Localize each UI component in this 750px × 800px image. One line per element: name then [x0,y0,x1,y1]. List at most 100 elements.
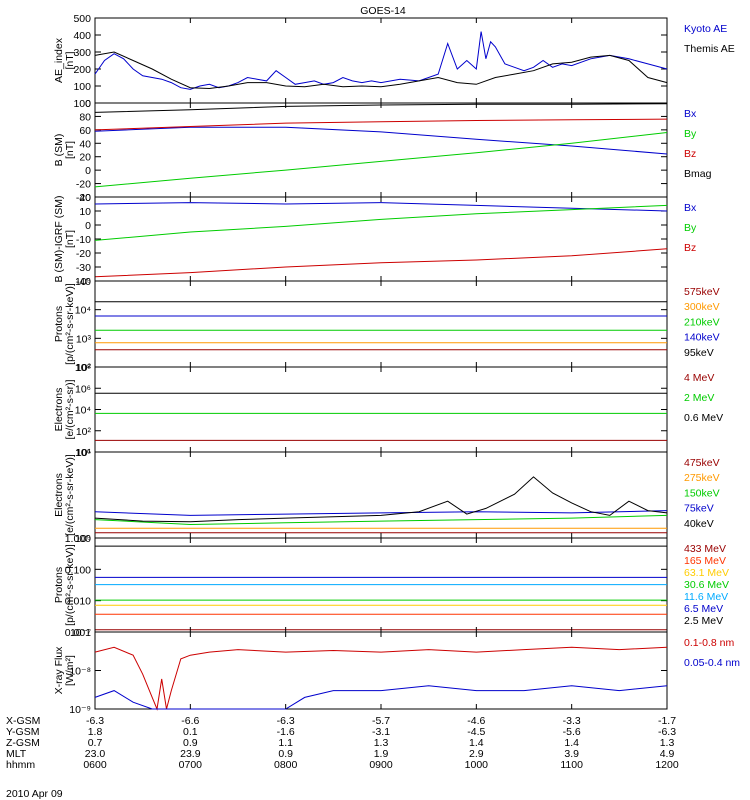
legend-entry: 2 MeV [684,392,714,404]
series-line-bz [94,118,668,131]
legend-entry: 2.5 MeV [684,615,723,627]
series-line-by [94,132,668,188]
footer-value: -6.6 [181,715,199,727]
footer-value: 1.3 [660,737,675,749]
footer-value: -4.6 [467,715,485,727]
y-tick-label: 500 [73,13,91,25]
y-axis-label: [nT] [64,51,76,69]
y-tick-label: -40 [76,276,91,288]
footer-value: 1.3 [374,737,389,749]
y-tick-label: 300 [73,47,91,59]
footer-value: -6.3 [277,715,295,727]
series-line-by [94,204,668,241]
legend-entry: 4 MeV [684,372,714,384]
y-tick-label: 0.100 [65,564,91,576]
y-tick-label: -20 [76,179,91,191]
series-line-150kev [94,514,668,526]
footer-value: 1.4 [564,737,579,749]
legend-entry: Bmag [684,168,712,180]
series-line-themis-ae [94,51,668,90]
y-tick-label: 0 [85,220,91,232]
footer-value: -6.3 [86,715,104,727]
panel-electrons_kev: 10⁵ 10⁶ Electrons [e/(cm²-s-sr-keV)] 475keV 2… [53,447,720,545]
panel-electrons_mev: 10¹ 10² 10⁴ 10⁶ 10⁸ Electrons [e/(cm²-s-sr)] 4 … [53,362,723,459]
y-tick-label: 0 [85,165,91,177]
y-tick-label: 10⁴ [75,405,91,417]
y-axis-label: Protons [53,306,65,342]
panel-frame [94,280,668,368]
panel-xray: 10⁻⁹ 10⁻⁸ 10⁻⁷ X-ray Flux [W/m²] 0.1-0.8 nm 0.… [53,627,740,716]
legend-entry: 6.5 MeV [684,603,723,615]
footer-value: -3.3 [563,715,581,727]
footer-value: -1.7 [658,715,676,727]
legend-entry: Themis AE [684,43,735,55]
footer-value: 1200 [655,759,679,771]
footer-value: 1000 [465,759,489,771]
legend-entry: 475keV [684,457,720,469]
legend-entry: Kyoto AE [684,23,727,35]
footer-value: -5.6 [563,726,581,738]
legend-entry: 210keV [684,316,720,328]
y-axis-label: Protons [53,567,65,603]
y-tick-label: 10⁴ [75,305,91,317]
series-line-bz [94,248,668,278]
y-axis-label: Electrons [53,473,65,517]
series-line-bx [94,126,668,155]
footer-value: -4.5 [467,726,485,738]
legend-entry: 275keV [684,472,720,484]
footer-value: 1100 [560,759,583,771]
y-tick-label: 10⁶ [75,447,91,459]
date-label: 2010 Apr 09 [6,788,63,800]
footer-row-label: X-GSM [6,715,40,727]
legend-entry: 165 MeV [684,555,726,567]
y-tick-label: 10 [79,206,91,218]
y-tick-label: 10⁶ [75,383,91,395]
footer-row-label: Z-GSM [6,737,40,749]
y-tick-label: 0 [85,98,91,110]
footer-value: 0.1 [183,726,198,738]
footer-value: 0800 [274,759,298,771]
series-line-0-1-0-8-nm [94,646,668,711]
y-tick-label: 100 [73,81,91,93]
y-tick-label: 1.000 [65,533,91,545]
y-tick-label: 80 [79,111,91,123]
footer-value: 1.4 [469,737,484,749]
legend-entry: Bz [684,148,696,160]
y-tick-label: -10 [76,234,91,246]
footer-value: -5.7 [372,715,390,727]
footer-value: 0.9 [278,748,293,760]
y-axis-label: [nT] [64,141,76,159]
footer-value: 23.0 [85,748,106,760]
orbit-footer: 2010 Apr 09 X-GSMY-GSMZ-GSMMLThhmm-6.31.… [6,715,679,800]
y-tick-label: 60 [79,125,91,137]
footer-value: 4.9 [660,748,675,760]
y-tick-label: 10¹ [76,447,92,459]
panel-bigrf: -40 -30 -20 -10 0 10 20 B (SM)-IGRF (SM) [nT] Bx B… [53,192,697,288]
y-axis-label: [e/(cm²-s-sr)] [64,379,76,439]
footer-value: 1.1 [278,737,293,749]
plot-title: GOES-14 [360,5,406,17]
y-tick-label: 10⁻⁹ [69,704,91,716]
y-tick-label: 10⁵ [75,533,91,545]
legend-entry: By [684,222,697,234]
y-axis-label: [e/(cm²-s-sr-keV)] [64,454,76,536]
footer-value: 2.9 [469,748,484,760]
y-tick-label: 10³ [76,333,92,345]
footer-value: 0900 [369,759,393,771]
legend-entry: 575keV [684,286,720,298]
y-tick-label: 20 [79,192,91,204]
panel-protons_mev: 0.001 0.010 0.100 1.000 Protons [p/(cm²-s-sr-… [53,533,729,639]
series-line-75kev [94,510,668,516]
y-tick-label: 100 [73,98,91,110]
y-axis-label: X-ray Flux [53,646,65,695]
y-tick-label: 10² [76,362,92,374]
series-line-bx [94,202,668,212]
legend-entry: Bz [684,242,696,254]
legend-entry: 300keV [684,301,720,313]
footer-row-label: MLT [6,748,27,760]
footer-row-label: hhmm [6,759,35,771]
